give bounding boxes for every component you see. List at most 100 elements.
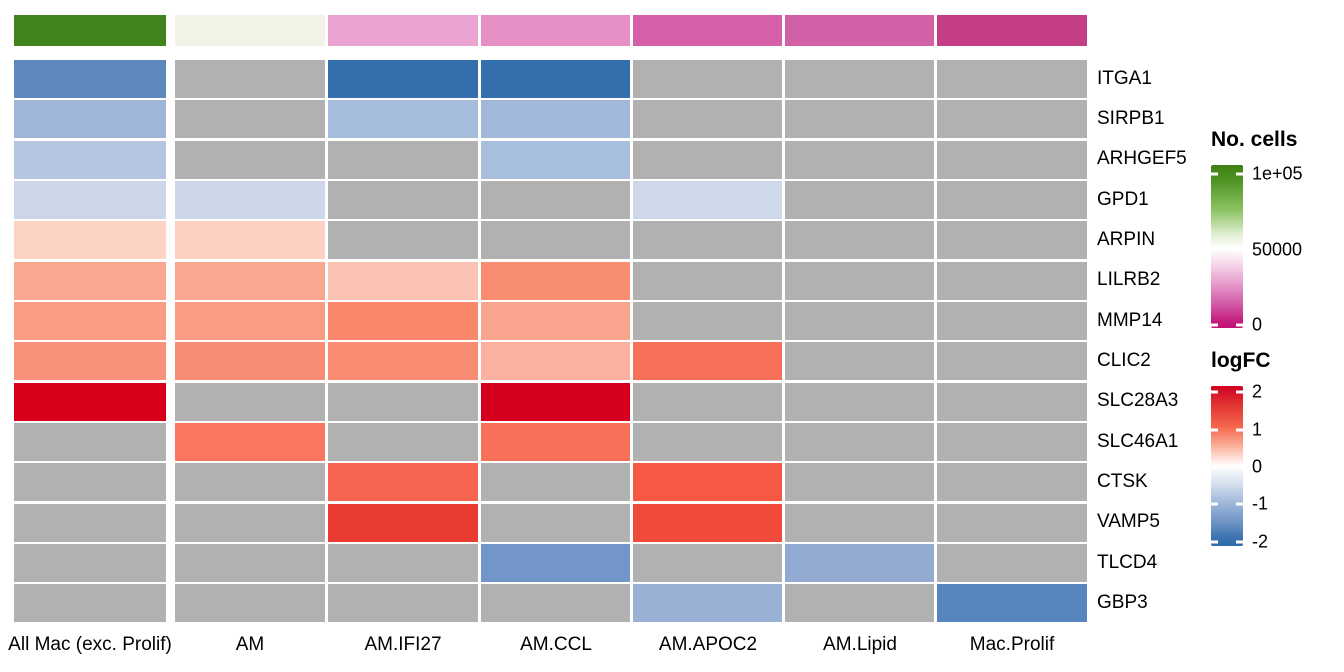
legend-tick-label: 50000 xyxy=(1252,239,1303,260)
legend-tick-mark xyxy=(1236,465,1243,469)
heatmap-cell xyxy=(481,504,630,542)
row-label: ITGA1 xyxy=(1097,68,1152,89)
heatmap-cell xyxy=(481,100,630,138)
heatmap-cell xyxy=(14,262,166,300)
heatmap-cell xyxy=(633,423,782,461)
column-label: All Mac (exc. Prolif) xyxy=(8,634,172,655)
heatmap-cell xyxy=(175,463,325,501)
heatmap-cell xyxy=(175,544,325,582)
heatmap-cell xyxy=(937,262,1087,300)
column-label: AM.CCL xyxy=(520,634,592,655)
heatmap-cell xyxy=(14,221,166,259)
heatmap-cell xyxy=(633,584,782,622)
heatmap-cell xyxy=(328,423,478,461)
heatmap-cell xyxy=(14,100,166,138)
heatmap-cell xyxy=(328,221,478,259)
heatmap-cell xyxy=(328,302,478,340)
heatmap-cell xyxy=(328,342,478,380)
heatmap-cell xyxy=(328,141,478,179)
heatmap-cell xyxy=(937,584,1087,622)
heatmap-cell xyxy=(328,504,478,542)
annotation-cell xyxy=(481,15,630,46)
heatmap-cell xyxy=(14,544,166,582)
heatmap-cell xyxy=(937,302,1087,340)
column-label: AM.APOC2 xyxy=(658,634,758,655)
row-label: SIRPB1 xyxy=(1097,108,1165,129)
no-cells-legend: No. cells 1e+05 50000 0 xyxy=(1211,128,1303,334)
legend-tick-mark xyxy=(1236,390,1243,394)
legend-tick-label: -2 xyxy=(1252,531,1269,552)
annotation-cell xyxy=(785,15,934,46)
row-label: LILRB2 xyxy=(1097,269,1161,290)
legend-tick-label: 2 xyxy=(1252,381,1263,402)
heatmap-cell xyxy=(328,383,478,421)
heatmap-cell xyxy=(14,60,166,98)
legend-tick-mark xyxy=(1211,172,1218,176)
heatmap-cell xyxy=(175,221,325,259)
heatmap-cell xyxy=(785,423,934,461)
heatmap-cell xyxy=(481,141,630,179)
heatmap-cell xyxy=(328,463,478,501)
row-label: CTSK xyxy=(1097,471,1148,492)
legend-tick-label: 0 xyxy=(1252,456,1263,477)
heatmap-cell xyxy=(175,423,325,461)
annotation-cell xyxy=(633,15,782,46)
legend-tick-label: -1 xyxy=(1252,493,1269,514)
heatmap-cell xyxy=(175,383,325,421)
annotation-cell xyxy=(14,15,166,46)
heatmap-cell xyxy=(633,262,782,300)
heatmap-cell xyxy=(785,544,934,582)
legend-tick-mark xyxy=(1236,540,1243,544)
heatmap-cell xyxy=(937,504,1087,542)
heatmap-cell xyxy=(14,584,166,622)
heatmap-cell xyxy=(937,100,1087,138)
heatmap-cell xyxy=(633,342,782,380)
heatmap-cell xyxy=(481,221,630,259)
heatmap-cell xyxy=(785,100,934,138)
heatmap-cell xyxy=(785,383,934,421)
heatmap-cell xyxy=(175,302,325,340)
heatmap-cell xyxy=(633,181,782,219)
legend-tick-mark xyxy=(1211,540,1218,544)
heatmap-cell xyxy=(785,181,934,219)
heatmap-cell xyxy=(481,463,630,501)
row-label: GBP3 xyxy=(1097,592,1148,613)
logfc-colorbar: 2 1 0 -1 -2 xyxy=(1211,382,1268,552)
heatmap-cell xyxy=(785,584,934,622)
row-label: TLCD4 xyxy=(1097,552,1158,573)
heatmap-cell xyxy=(14,504,166,542)
no-cells-colorbar: 1e+05 50000 0 xyxy=(1211,163,1303,334)
heatmap-cell xyxy=(937,383,1087,421)
heatmap-cell xyxy=(633,463,782,501)
heatmap-cell xyxy=(481,302,630,340)
heatmap-cell xyxy=(328,100,478,138)
heatmap-cell xyxy=(937,141,1087,179)
heatmap-cell xyxy=(175,181,325,219)
heatmap-cell xyxy=(14,181,166,219)
heatmap-cell xyxy=(481,60,630,98)
heatmap-cell xyxy=(175,262,325,300)
logfc-legend: logFC 2 1 0 -1 -2 xyxy=(1211,349,1270,552)
heatmap-cell xyxy=(328,181,478,219)
row-label: GPD1 xyxy=(1097,189,1149,210)
heatmap-cell xyxy=(328,262,478,300)
heatmap-cell xyxy=(14,463,166,501)
column-label: AM.Lipid xyxy=(823,634,897,655)
legend-tick-label: 1e+05 xyxy=(1252,163,1303,184)
heatmap-cell xyxy=(937,181,1087,219)
annotation-cell xyxy=(175,15,325,46)
heatmap-cell xyxy=(14,383,166,421)
heatmap-cell xyxy=(633,302,782,340)
heatmap-cell xyxy=(175,584,325,622)
column-label: Mac.Prolif xyxy=(969,634,1055,655)
heatmap-cell xyxy=(633,100,782,138)
heatmap-cell xyxy=(175,504,325,542)
heatmap-cell xyxy=(14,423,166,461)
legend-tick-mark xyxy=(1211,323,1218,327)
heatmap-cell xyxy=(785,342,934,380)
heatmap-cell xyxy=(937,342,1087,380)
column-label: AM xyxy=(235,634,265,655)
no-cells-legend-title: No. cells xyxy=(1211,128,1298,151)
legend-tick-mark xyxy=(1211,502,1218,506)
